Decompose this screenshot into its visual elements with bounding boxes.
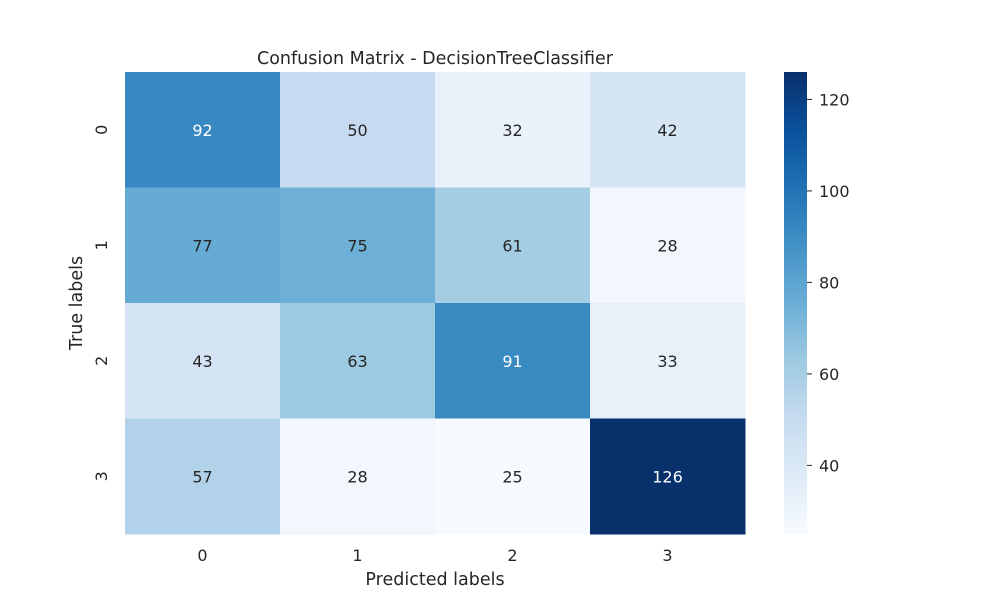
chart-title: Confusion Matrix - DecisionTreeClassifie…: [257, 49, 614, 69]
cell-value-label: 28: [347, 467, 367, 486]
heatmap-cell: [125, 72, 281, 188]
y-tick-label: 0: [92, 125, 111, 135]
cell-value-label: 57: [192, 467, 212, 486]
cell-value-label: 50: [347, 121, 367, 140]
heatmap-cell: [590, 303, 746, 419]
cell-value-label: 126: [652, 467, 683, 486]
y-tick-labels: 0 1 2 3: [92, 125, 111, 482]
heatmap-cell: [280, 303, 436, 419]
cell-value-label: 92: [192, 121, 212, 140]
colorbar-tick-label: 120: [819, 90, 850, 109]
cell-value-label: 75: [347, 236, 367, 255]
x-tick-labels: 0 1 2 3: [197, 546, 672, 565]
y-tick-label: 3: [92, 471, 111, 481]
heatmap-cell: [435, 418, 591, 535]
heatmap-cell: [435, 187, 591, 304]
heatmap-cell: [280, 418, 436, 535]
cell-value-label: 25: [502, 467, 522, 486]
heatmap-cell: [125, 187, 281, 304]
colorbar: [784, 72, 807, 534]
cell-value-label: 43: [192, 352, 212, 371]
colorbar-ticks: 40 60 80 100 120: [807, 90, 850, 475]
heatmap-cell: [590, 187, 746, 304]
heatmap-cell: [590, 418, 746, 535]
colorbar-tick-label: 80: [819, 273, 839, 292]
heatmap-cells: 92 50 32 42 77 75 61 28 43 63 91 33 57 28 25 126: [125, 72, 746, 535]
cell-value-label: 28: [657, 236, 677, 255]
cell-value-label: 63: [347, 352, 367, 371]
y-tick-label: 2: [92, 356, 111, 366]
cell-value-label: 33: [657, 352, 677, 371]
heatmap-cell: [435, 72, 591, 188]
colorbar-tick-label: 100: [819, 182, 850, 201]
cell-value-label: 61: [502, 236, 522, 255]
cell-value-label: 91: [502, 352, 522, 371]
heatmap-cell: [125, 303, 281, 419]
x-tick-label: 0: [197, 546, 207, 565]
heatmap-cell: [280, 72, 436, 188]
x-tick-label: 1: [352, 546, 362, 565]
x-axis-label: Predicted labels: [365, 570, 504, 590]
y-tick-label: 1: [92, 240, 111, 250]
colorbar-tick-label: 40: [819, 456, 839, 475]
heatmap-cell: [125, 418, 281, 535]
x-tick-label: 2: [507, 546, 517, 565]
heatmap-cell: [590, 72, 746, 188]
y-axis-label: True labels: [67, 256, 87, 351]
cell-value-label: 77: [192, 236, 212, 255]
heatmap-cell: [435, 303, 591, 419]
x-tick-label: 3: [662, 546, 672, 565]
heatmap-cell: [280, 187, 436, 304]
cell-value-label: 42: [657, 121, 677, 140]
cell-value-label: 32: [502, 121, 522, 140]
colorbar-tick-label: 60: [819, 365, 839, 384]
